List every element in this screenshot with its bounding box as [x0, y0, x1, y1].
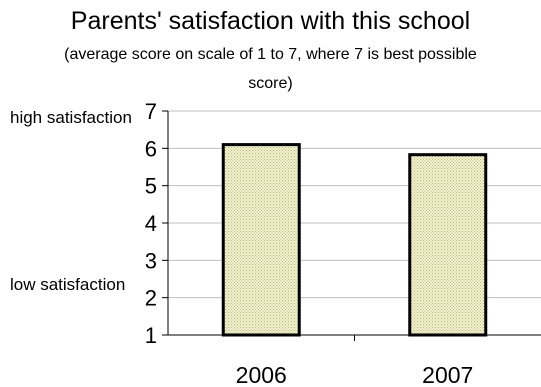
x-tick-label: 2006: [236, 362, 287, 387]
low-satisfaction-label: low satisfaction: [10, 275, 126, 294]
y-tick-label: 7: [145, 99, 157, 124]
bar-2007: [408, 153, 488, 337]
axes: [162, 110, 541, 341]
chart-title: Parents' satisfaction with this school: [70, 7, 471, 35]
bar-2006: [221, 143, 301, 337]
x-tick-label: 2007: [422, 362, 473, 387]
chart-subtitle: (average score on scale of 1 to 7, where…: [64, 46, 477, 92]
bars: [221, 143, 488, 337]
x-tick-labels: 2006 2007: [236, 362, 474, 387]
y-tick-label: 6: [145, 136, 157, 161]
y-tick-labels: 1 2 3 4 5 6 7: [145, 99, 157, 348]
y-tick-label: 3: [145, 248, 157, 273]
high-satisfaction-label: high satisfaction: [10, 108, 132, 127]
y-tick-label: 2: [145, 286, 157, 311]
y-tick-label: 1: [145, 323, 157, 348]
y-tick-label: 4: [145, 211, 157, 236]
y-tick-label: 5: [145, 174, 157, 199]
